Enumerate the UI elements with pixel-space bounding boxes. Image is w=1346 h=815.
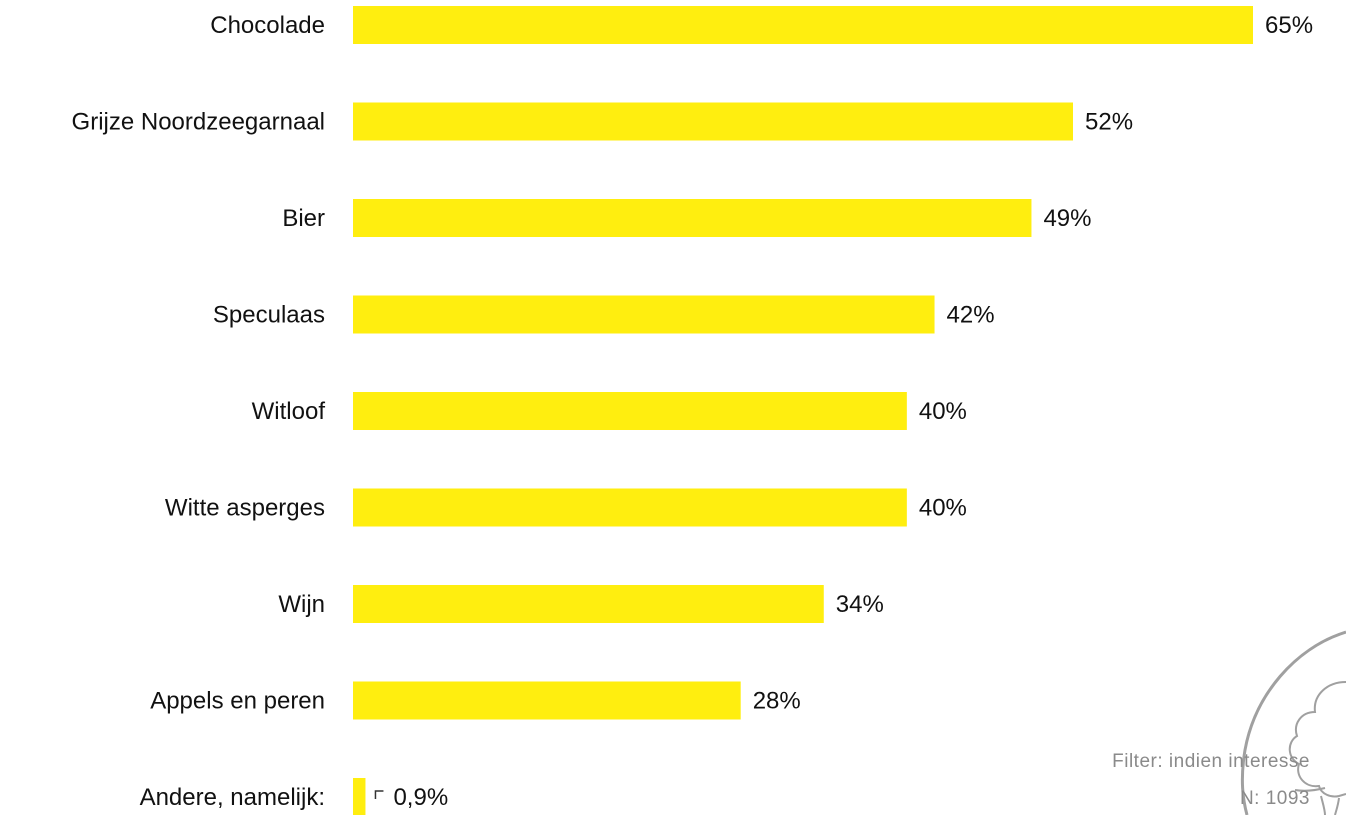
value-label: 40% (919, 495, 967, 522)
category-label: Grijze Noordzeegarnaal (72, 109, 325, 136)
bar (353, 585, 824, 623)
value-label: 49% (1043, 205, 1091, 232)
category-label: Chocolade (210, 12, 325, 39)
tree-logo-icon (1240, 630, 1346, 815)
value-label: 42% (947, 302, 995, 329)
bar (353, 102, 1073, 141)
sample-size-note: N: 1093 (1239, 788, 1310, 809)
category-label: Witloof (252, 398, 326, 425)
category-label: Bier (282, 205, 325, 232)
value-label: 65% (1265, 12, 1313, 39)
category-label: Appels en peren (150, 688, 325, 715)
filter-note: Filter: indien interesse (1112, 751, 1310, 772)
bar (353, 392, 907, 430)
category-label: Speculaas (213, 302, 325, 329)
value-label: 52% (1085, 109, 1133, 136)
bar (353, 778, 366, 815)
label-leader-line (374, 790, 384, 799)
category-label: Andere, namelijk: (140, 784, 325, 811)
bar (353, 681, 741, 720)
value-label: 28% (753, 688, 801, 715)
bar (353, 295, 935, 334)
bar (353, 488, 907, 527)
value-label: 34% (836, 591, 884, 618)
bar (353, 199, 1032, 237)
category-label: Witte asperges (165, 495, 325, 522)
bar (353, 6, 1253, 44)
value-label: 40% (919, 398, 967, 425)
category-label: Wijn (278, 591, 325, 618)
value-label: 0,9% (393, 784, 448, 811)
